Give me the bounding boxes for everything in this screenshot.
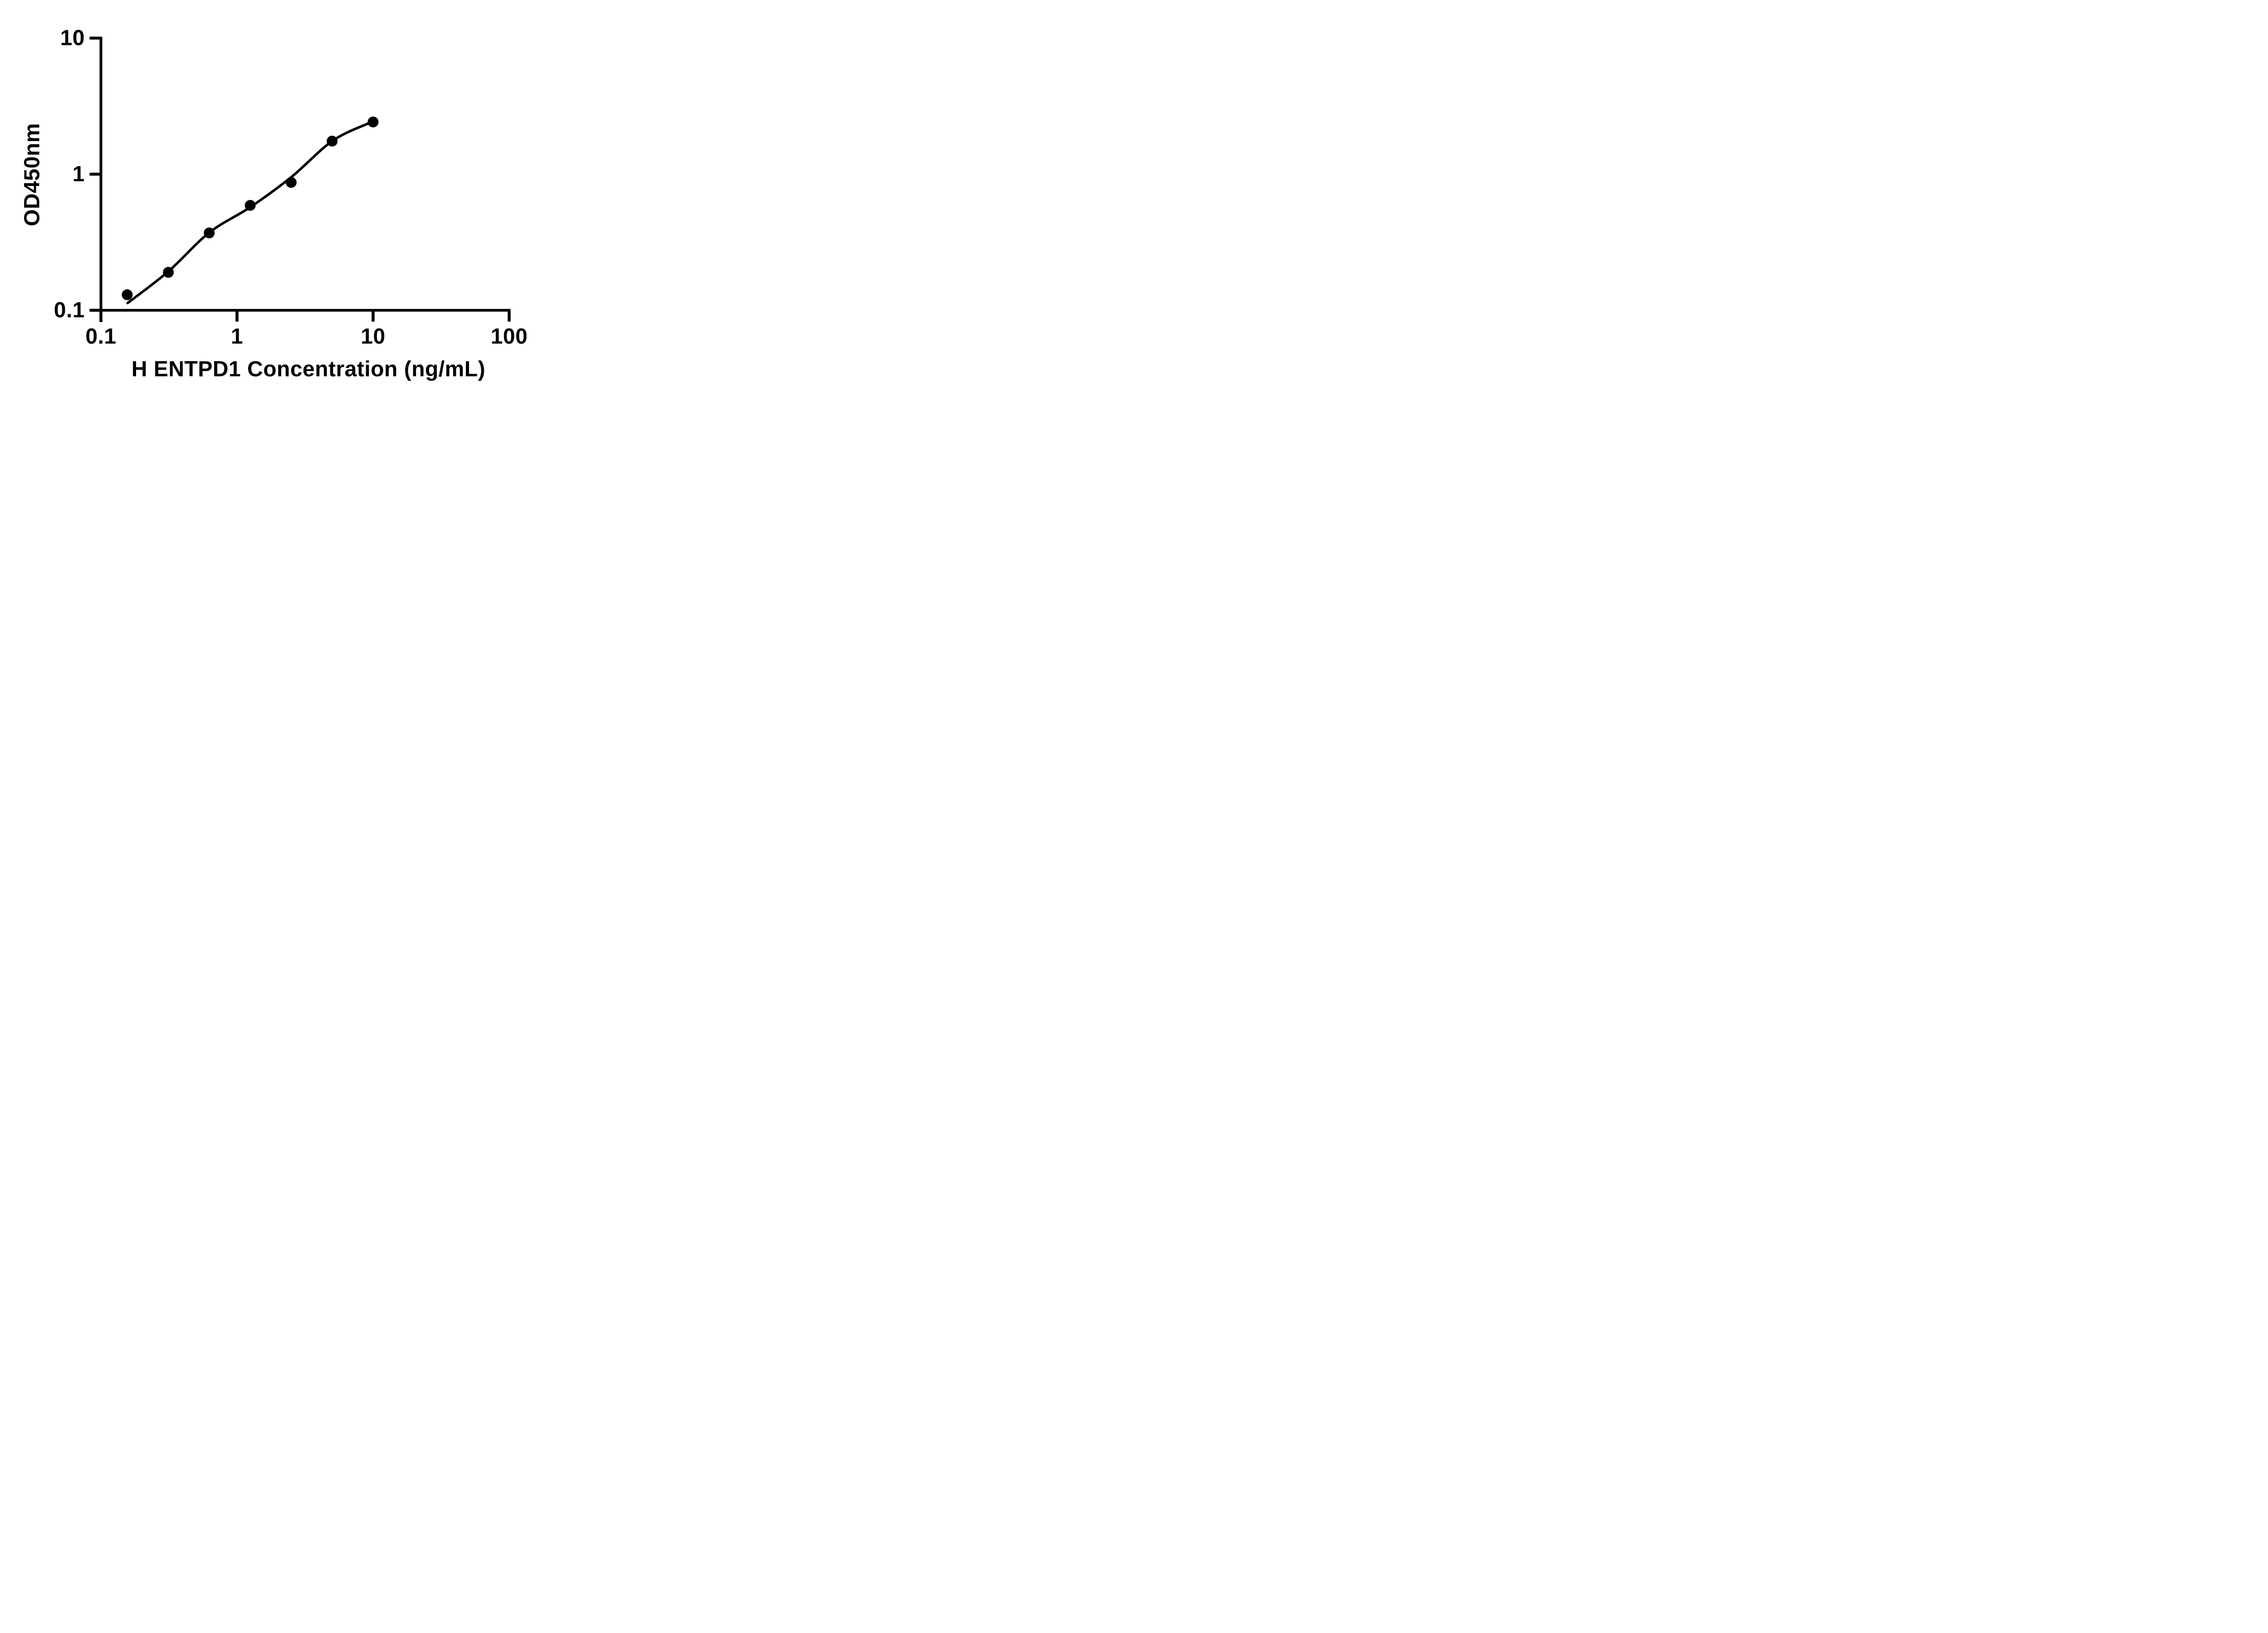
data-point-marker <box>244 200 256 211</box>
fit-curve-line <box>126 122 370 304</box>
x-tick-label: 0.1 <box>85 325 116 349</box>
y-axis-title: OD450nm <box>20 123 44 226</box>
data-point-marker <box>285 177 297 188</box>
y-tick-label: 10 <box>60 26 85 50</box>
data-point-marker <box>327 136 338 147</box>
x-tick-label: 10 <box>361 325 385 349</box>
x-tick-label: 100 <box>491 325 528 349</box>
y-tick-label: 0.1 <box>54 298 85 323</box>
y-tick-label: 1 <box>73 162 85 186</box>
elisa-standard-curve-figure: 0.1 1 10 0.1 1 10 100 H ENTPD1 Concentration (n… <box>0 0 572 408</box>
x-axis-title: H ENTPD1 Concentration (ng/mL) <box>132 357 485 381</box>
data-point-marker <box>367 116 379 127</box>
data-point-marker <box>122 289 133 300</box>
data-point-marker <box>163 267 174 278</box>
x-tick-label: 1 <box>231 325 243 349</box>
data-point-marker <box>204 227 215 239</box>
